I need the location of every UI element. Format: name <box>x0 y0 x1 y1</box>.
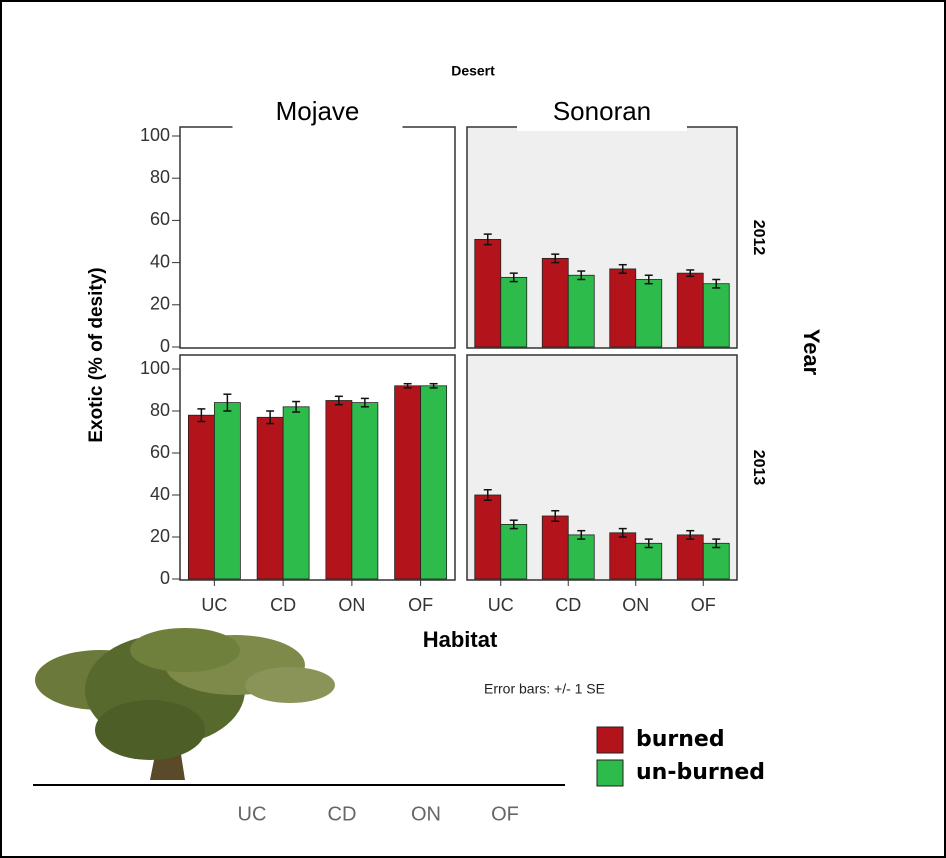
y-tick-label: 0 <box>160 336 170 356</box>
bar <box>187 414 215 580</box>
strip-bg <box>232 123 403 131</box>
y-tick-label: 20 <box>150 294 170 314</box>
y-tick-label: 100 <box>140 358 170 378</box>
illustration-label: ON <box>411 803 441 825</box>
y-tick-label: 20 <box>150 526 170 546</box>
y-tick-label: 0 <box>160 568 170 588</box>
illustration-label: CD <box>328 803 357 825</box>
x-tick-label: CD <box>555 595 581 615</box>
bar <box>500 276 528 348</box>
bar <box>325 400 353 580</box>
y-tick-label: 40 <box>150 484 170 504</box>
x-tick-label: CD <box>270 595 296 615</box>
x-tick-label: ON <box>622 595 649 615</box>
column-label: Sonoran <box>553 96 651 126</box>
y-tick-label: 100 <box>140 125 170 145</box>
bar <box>351 402 379 580</box>
legend-label: un-burned <box>636 760 765 785</box>
x-tick-label: OF <box>408 595 433 615</box>
bar <box>676 272 704 348</box>
x-axis-label: Habitat <box>423 627 498 652</box>
bar <box>541 515 569 580</box>
note: Error bars: +/- 1 SE <box>484 681 605 697</box>
y-tick-label: 60 <box>150 442 170 462</box>
bar <box>635 542 663 580</box>
illustration-label: UC <box>238 803 267 825</box>
chart-title: Desert <box>451 63 495 79</box>
bar <box>256 416 284 580</box>
bar <box>500 524 528 580</box>
bar <box>676 534 704 580</box>
x-tick-label: OF <box>691 595 716 615</box>
bar <box>420 385 448 580</box>
y-axis-label: Exotic (% of desity) <box>86 267 107 442</box>
row-label: 2012 <box>750 220 767 256</box>
illustration-label: OF <box>491 803 519 825</box>
bar <box>474 238 502 348</box>
bar <box>702 283 730 348</box>
bar <box>609 268 637 348</box>
bar <box>394 385 422 580</box>
y-tick-label: 60 <box>150 209 170 229</box>
bar <box>213 402 241 580</box>
y-tick-label: 80 <box>150 400 170 420</box>
row-title: Year <box>799 329 824 376</box>
x-tick-label: ON <box>338 595 365 615</box>
legend-swatch <box>596 726 624 754</box>
bar <box>282 406 310 580</box>
legend-swatch <box>596 759 624 787</box>
shrub-illustration <box>35 628 335 780</box>
y-tick-label: 80 <box>150 167 170 187</box>
bar <box>567 274 595 348</box>
x-tick-label: UC <box>201 595 227 615</box>
bar <box>635 279 663 348</box>
bar <box>474 494 502 580</box>
legend-label: burned <box>636 727 725 752</box>
bar <box>609 532 637 580</box>
bar <box>702 542 730 580</box>
bar <box>541 257 569 348</box>
strip-bg <box>517 123 687 131</box>
panel <box>179 126 456 349</box>
y-tick-label: 40 <box>150 251 170 271</box>
x-tick-label: UC <box>488 595 514 615</box>
row-label: 2013 <box>750 450 767 486</box>
bar <box>567 534 595 580</box>
column-label: Mojave <box>276 96 360 126</box>
